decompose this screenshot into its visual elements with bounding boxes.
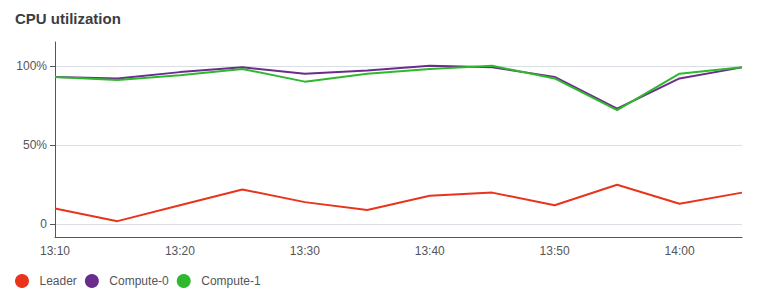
svg-text:13:10: 13:10 [40, 244, 70, 258]
svg-text:13:40: 13:40 [415, 244, 445, 258]
svg-text:50%: 50% [23, 138, 47, 152]
svg-text:Compute-1: Compute-1 [201, 274, 261, 288]
svg-text:Leader: Leader [40, 274, 77, 288]
svg-text:CPU utilization: CPU utilization [15, 10, 121, 27]
svg-text:13:50: 13:50 [540, 244, 570, 258]
svg-text:100%: 100% [16, 59, 47, 73]
svg-text:Compute-0: Compute-0 [109, 274, 169, 288]
svg-text:0: 0 [40, 217, 47, 231]
svg-text:13:30: 13:30 [290, 244, 320, 258]
svg-text:14:00: 14:00 [665, 244, 695, 258]
svg-text:13:20: 13:20 [165, 244, 195, 258]
